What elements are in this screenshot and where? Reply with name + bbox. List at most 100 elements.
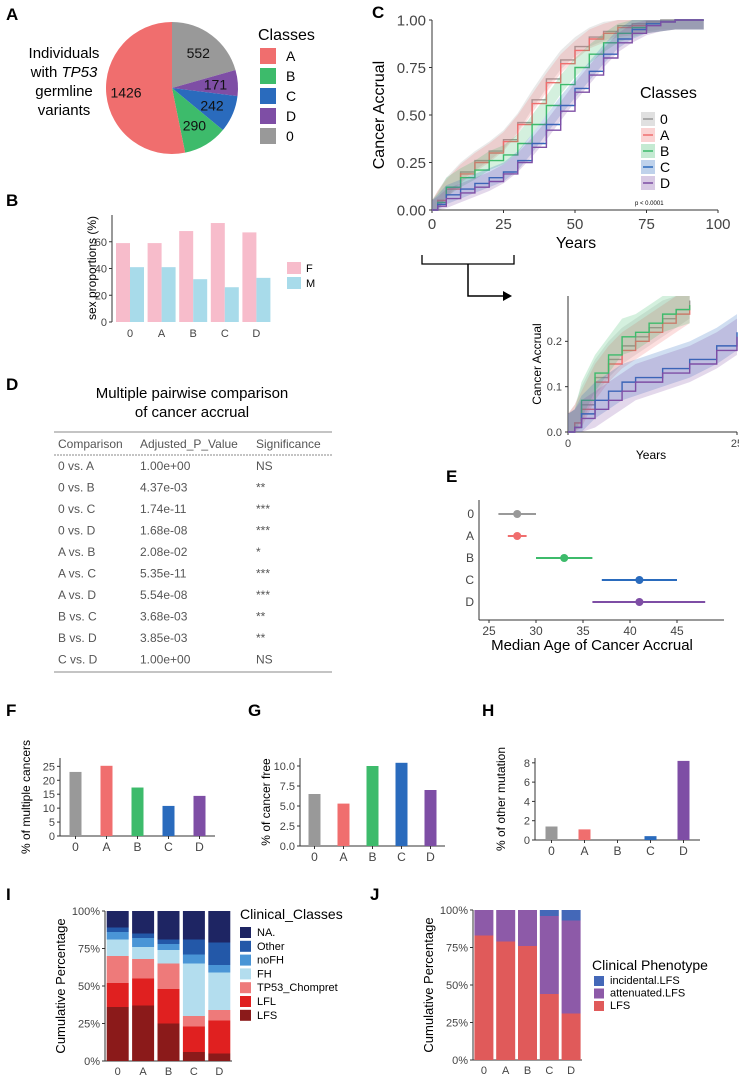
y-tick-label-C: C: [465, 573, 474, 587]
p-value-label: p < 0.0001: [635, 201, 664, 207]
stack-segment-TP53-Chompret-B: [157, 963, 180, 989]
pie-slice-C: [172, 88, 238, 131]
bar-D: [424, 790, 437, 846]
x-tick-label-0: 0: [311, 850, 318, 864]
pie-chart: 552 171 242 290 1426: [105, 22, 238, 154]
x-tick-label-B: B: [190, 328, 197, 340]
km-curve-D: [432, 19, 704, 211]
y-axis-title: Cumulative Percentage: [421, 917, 436, 1052]
x-tick-label: 25: [731, 438, 739, 450]
zoom-y-axis-title: Cancer Accrual: [530, 323, 544, 404]
table-cell: **: [256, 631, 266, 645]
legend-label-attenuated-LFS: attenuated.LFS: [610, 988, 685, 1000]
ci-band-A: [568, 296, 690, 432]
stack-segment-FH-0: [106, 939, 129, 956]
legend-label-M: M: [306, 278, 315, 290]
table-cell: 3.85e-03: [140, 631, 188, 645]
legend-label-LFS: LFS: [610, 1000, 630, 1012]
legend-label-0: 0: [660, 111, 668, 127]
x-tick-label-A: A: [139, 1066, 147, 1077]
stack-segment-noFH-B: [157, 944, 180, 950]
x-tick-label-C: C: [221, 328, 229, 340]
stack-segment-LFS-A: [496, 941, 516, 1060]
table-cell: ***: [256, 567, 270, 581]
table-cell: C vs. D: [58, 653, 98, 667]
table-cell: 5.35e-11: [140, 567, 187, 581]
stack-segment-LFS-D: [561, 1013, 581, 1060]
x-tick-label-B: B: [165, 1066, 172, 1077]
bar-B: [131, 787, 144, 836]
y-tick-label-B: B: [466, 551, 474, 565]
panel-a: Individuals with TP53 germline variants …: [29, 22, 315, 154]
pie-label-D: 171: [204, 77, 228, 93]
stack-segment-FH-D: [208, 972, 231, 1010]
stack-segment-LFL-0: [106, 983, 129, 1007]
y-tick-label: 25%: [446, 1018, 468, 1030]
y-tick-label: 0: [101, 317, 107, 329]
panel-a-legend-title: Classes: [258, 27, 315, 44]
bar-M-0: [130, 267, 144, 322]
legend-label-F: F: [306, 263, 313, 275]
ci-band-0: [432, 20, 704, 210]
panel-letter-g: G: [248, 701, 261, 720]
multiple-cancers-chart: 0 5 10 15 20 25 0 A B C D % of multiple cancers: [19, 740, 215, 854]
stack-segment-noFH-D: [208, 965, 231, 973]
x-tick-label-B: B: [368, 850, 376, 864]
legend-swatch-attenuated-LFS: [594, 988, 604, 999]
stack-segment-LFS-D: [208, 1053, 231, 1061]
y-tick-label: 0.00: [397, 202, 426, 219]
stack-segment-attenuated-LFS-C: [539, 916, 559, 994]
table-header-cell: Adjusted_P_Value: [140, 437, 238, 451]
legend-label-B: B: [660, 143, 669, 159]
bar-0: [308, 794, 321, 846]
table-cell: 5.54e-08: [140, 588, 188, 602]
table-cell: 1.00e+00: [140, 653, 191, 667]
stack-segment-TP53-Chompret-A: [132, 959, 155, 979]
stack-segment-NA--0: [106, 911, 129, 928]
table-cell: **: [256, 481, 266, 495]
bar-M-A: [161, 267, 176, 322]
x-axis-title: Years: [556, 235, 596, 252]
bar-C: [162, 805, 175, 836]
zoom-bracket: [421, 255, 515, 265]
bar-F-A: [147, 243, 162, 322]
x-tick-label-0: 0: [548, 844, 555, 858]
y-tick-label: 1.00: [397, 12, 426, 29]
y-tick-label: 2: [524, 816, 530, 828]
x-tick-label-0: 0: [481, 1065, 487, 1077]
legend-label-LFS: LFS: [257, 1010, 277, 1022]
panel-i-legend-title: Clinical_Classes: [240, 906, 343, 922]
y-tick-label: 10.0: [274, 761, 295, 773]
y-tick-label-A: A: [466, 529, 474, 543]
table-cell: ***: [256, 588, 270, 602]
bar-F-C: [210, 223, 225, 322]
x-tick-label: 50: [567, 216, 584, 233]
pie-label-C: 242: [200, 97, 224, 113]
table-cell: B vs. D: [58, 631, 97, 645]
table-cell: 0 vs. D: [58, 524, 96, 538]
legend-swatch-incidental-LFS: [594, 976, 604, 986]
y-tick-label: 50%: [446, 980, 468, 992]
y-tick-label-0: 0: [467, 507, 474, 521]
bar-D: [193, 795, 206, 836]
ci-band-C: [432, 20, 704, 210]
y-tick-label: 25: [43, 761, 55, 773]
panel-c-legend-title: Classes: [640, 85, 697, 102]
median-point-C: [635, 576, 644, 584]
pie-slice-A: [105, 22, 186, 154]
bar-A: [337, 803, 350, 846]
legend-swatch-LFS: [594, 1001, 604, 1011]
y-tick-label: 7.5: [280, 781, 295, 793]
bar-M-C: [224, 287, 239, 322]
pie-slice-0: [172, 22, 236, 88]
x-tick-label-A: A: [580, 844, 588, 858]
pie-label-B: 290: [183, 117, 207, 133]
x-tick-label-A: A: [339, 850, 347, 864]
cancer-accrual-chart: 0.00 0.25 0.50 0.75 1.00 0 25 50 75 100 Years Cance…: [371, 12, 731, 252]
stack-segment-LFL-A: [132, 978, 155, 1006]
table-cell: NS: [256, 459, 273, 473]
legend-swatch-TP53-Chompret: [240, 982, 251, 994]
legend-label-incidental-LFS: incidental.LFS: [610, 975, 680, 987]
